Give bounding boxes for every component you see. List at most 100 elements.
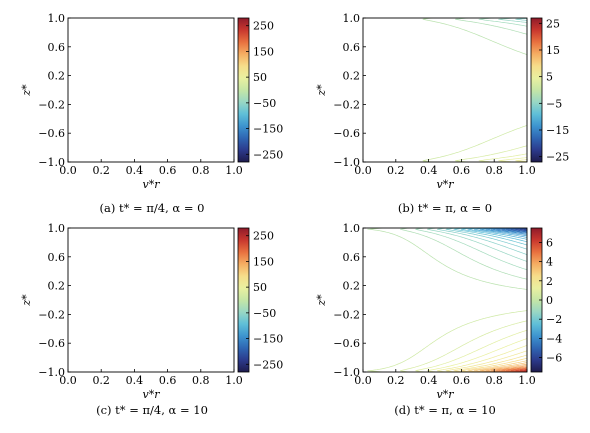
contour-level	[473, 228, 527, 238]
chart-panel-3: 0.0 0.2 0.4 0.6 0.8 1.0 1.0 0.6 0.2 −0.2 −0.6 −1.0 v…	[315, 222, 562, 417]
x-axis-label: v*r	[143, 178, 161, 191]
x-tick-label: 1.0	[518, 164, 536, 177]
contour-level	[455, 145, 527, 162]
contour-lines	[367, 228, 527, 372]
x-tick-label: 0.6	[453, 164, 471, 177]
y-tick-label: 0.2	[48, 280, 66, 293]
y-tick-label: −1.0	[38, 156, 65, 169]
x-axis-label: v*r	[143, 388, 161, 401]
chart-panel-2: 0.0 0.2 0.4 0.6 0.8 1.0 1.0 0.6 0.2 −0.2 −0.6 −1.0 v…	[20, 222, 283, 417]
y-axis-label: z*	[315, 294, 328, 307]
y-tick-label: −0.2	[38, 308, 65, 321]
contour-level	[400, 320, 527, 372]
x-tick-label: 1.0	[225, 164, 243, 177]
y-tick-label: −0.2	[38, 98, 65, 111]
colorbar-tick-label: 250	[253, 230, 274, 243]
contour-level	[515, 159, 527, 162]
colorbar-tick-label: 25	[546, 17, 560, 30]
contour-level	[478, 153, 527, 162]
y-tick-label: 1.0	[343, 222, 361, 235]
x-tick-label: 0.8	[192, 164, 210, 177]
x-tick-label: 0.0	[59, 164, 77, 177]
contour-level	[479, 228, 527, 237]
colorbar-tick-label: −6	[546, 352, 562, 365]
colorbar-tick-label: 6	[546, 236, 553, 249]
colorbar-tick-label: −25	[546, 151, 569, 164]
x-tick-label: 0.4	[420, 374, 438, 387]
plot-frame	[362, 17, 528, 163]
colorbar-tick-label: 5	[546, 71, 553, 84]
colorbar-tick-label: −50	[253, 307, 276, 320]
contour-level	[460, 228, 527, 243]
contour-level	[445, 228, 527, 250]
y-tick-label: −0.6	[38, 337, 65, 350]
contour-level	[467, 228, 527, 240]
x-tick-label: 0.0	[59, 374, 77, 387]
y-tick-label: −0.6	[333, 337, 360, 350]
colorbar-tick-label: −250	[253, 148, 283, 161]
y-axis-label: z*	[20, 84, 33, 97]
contour-level	[367, 310, 527, 372]
y-tick-label: 1.0	[48, 12, 66, 25]
colorbar-tick-label: 0	[546, 294, 553, 307]
panel-caption: (b) t* = π, α = 0	[398, 201, 492, 215]
colorbar	[237, 17, 250, 163]
y-tick-label: 1.0	[48, 222, 66, 235]
x-tick-label: 0.4	[126, 164, 144, 177]
x-tick-label: 0.8	[485, 374, 503, 387]
y-axis-label: z*	[315, 84, 328, 97]
colorbar-tick-label: −2	[546, 313, 562, 326]
x-tick-label: 0.4	[420, 164, 438, 177]
y-tick-label: −0.6	[333, 127, 360, 140]
y-tick-label: −0.2	[333, 98, 360, 111]
x-tick-label: 1.0	[518, 374, 536, 387]
contour-level	[455, 18, 527, 35]
colorbar-tick-label: 4	[546, 256, 553, 269]
x-tick-label: 0.2	[387, 164, 405, 177]
contour-level	[427, 228, 527, 262]
x-tick-label: 0.6	[159, 164, 177, 177]
colorbar	[237, 227, 250, 373]
contour-level	[445, 350, 527, 372]
colorbar-tick-label: −150	[253, 333, 283, 346]
x-tick-label: 0.6	[159, 374, 177, 387]
colorbar-tick-label: 150	[253, 45, 274, 58]
y-tick-label: −1.0	[38, 366, 65, 379]
colorbar-tick-label: 15	[546, 44, 560, 57]
x-tick-label: 0.2	[92, 374, 110, 387]
colorbar-tick-label: 250	[253, 20, 274, 33]
colorbar-tick-label: −15	[546, 124, 569, 137]
x-axis-label: v*r	[437, 388, 455, 401]
y-tick-label: 0.6	[343, 251, 361, 264]
x-tick-label: 0.0	[354, 374, 372, 387]
x-tick-label: 0.0	[354, 164, 372, 177]
colorbar-tick-label: 50	[253, 71, 267, 84]
contour-level	[367, 228, 527, 290]
contour-lines	[422, 18, 527, 162]
panel-caption: (d) t* = π, α = 10	[394, 403, 496, 417]
chart-panel-0: 0.0 0.2 0.4 0.6 0.8 1.0 1.0 0.6 0.2 −0.2 −0.6 −1.0 v…	[20, 12, 283, 215]
plot-frame	[362, 227, 528, 373]
panel-caption: (a) t* = π/4, α = 0	[100, 201, 205, 215]
plot-frame	[67, 17, 235, 163]
colorbar-tick-label: −4	[546, 332, 562, 345]
colorbar-tick-label: 150	[253, 255, 274, 268]
colorbar-tick-label: 2	[546, 275, 553, 288]
colorbar	[530, 17, 543, 163]
contour-level	[515, 18, 527, 21]
chart-panel-1: 0.0 0.2 0.4 0.6 0.8 1.0 1.0 0.6 0.2 −0.2 −0.6 −1.0 v…	[315, 12, 569, 215]
y-tick-label: −0.2	[333, 308, 360, 321]
y-tick-label: 0.6	[48, 251, 66, 264]
colorbar-tick-label: −50	[253, 97, 276, 110]
y-tick-label: −0.6	[38, 127, 65, 140]
contour-level	[524, 370, 527, 372]
y-tick-label: 0.2	[343, 70, 361, 83]
colorbar-tick-label: 50	[253, 281, 267, 294]
x-tick-label: 0.4	[126, 374, 144, 387]
x-tick-label: 0.2	[92, 164, 110, 177]
contour-level	[422, 18, 527, 55]
colorbar-tick-label: −250	[253, 358, 283, 371]
x-axis-label: v*r	[437, 178, 455, 191]
y-tick-label: −1.0	[333, 156, 360, 169]
x-tick-label: 0.2	[387, 374, 405, 387]
